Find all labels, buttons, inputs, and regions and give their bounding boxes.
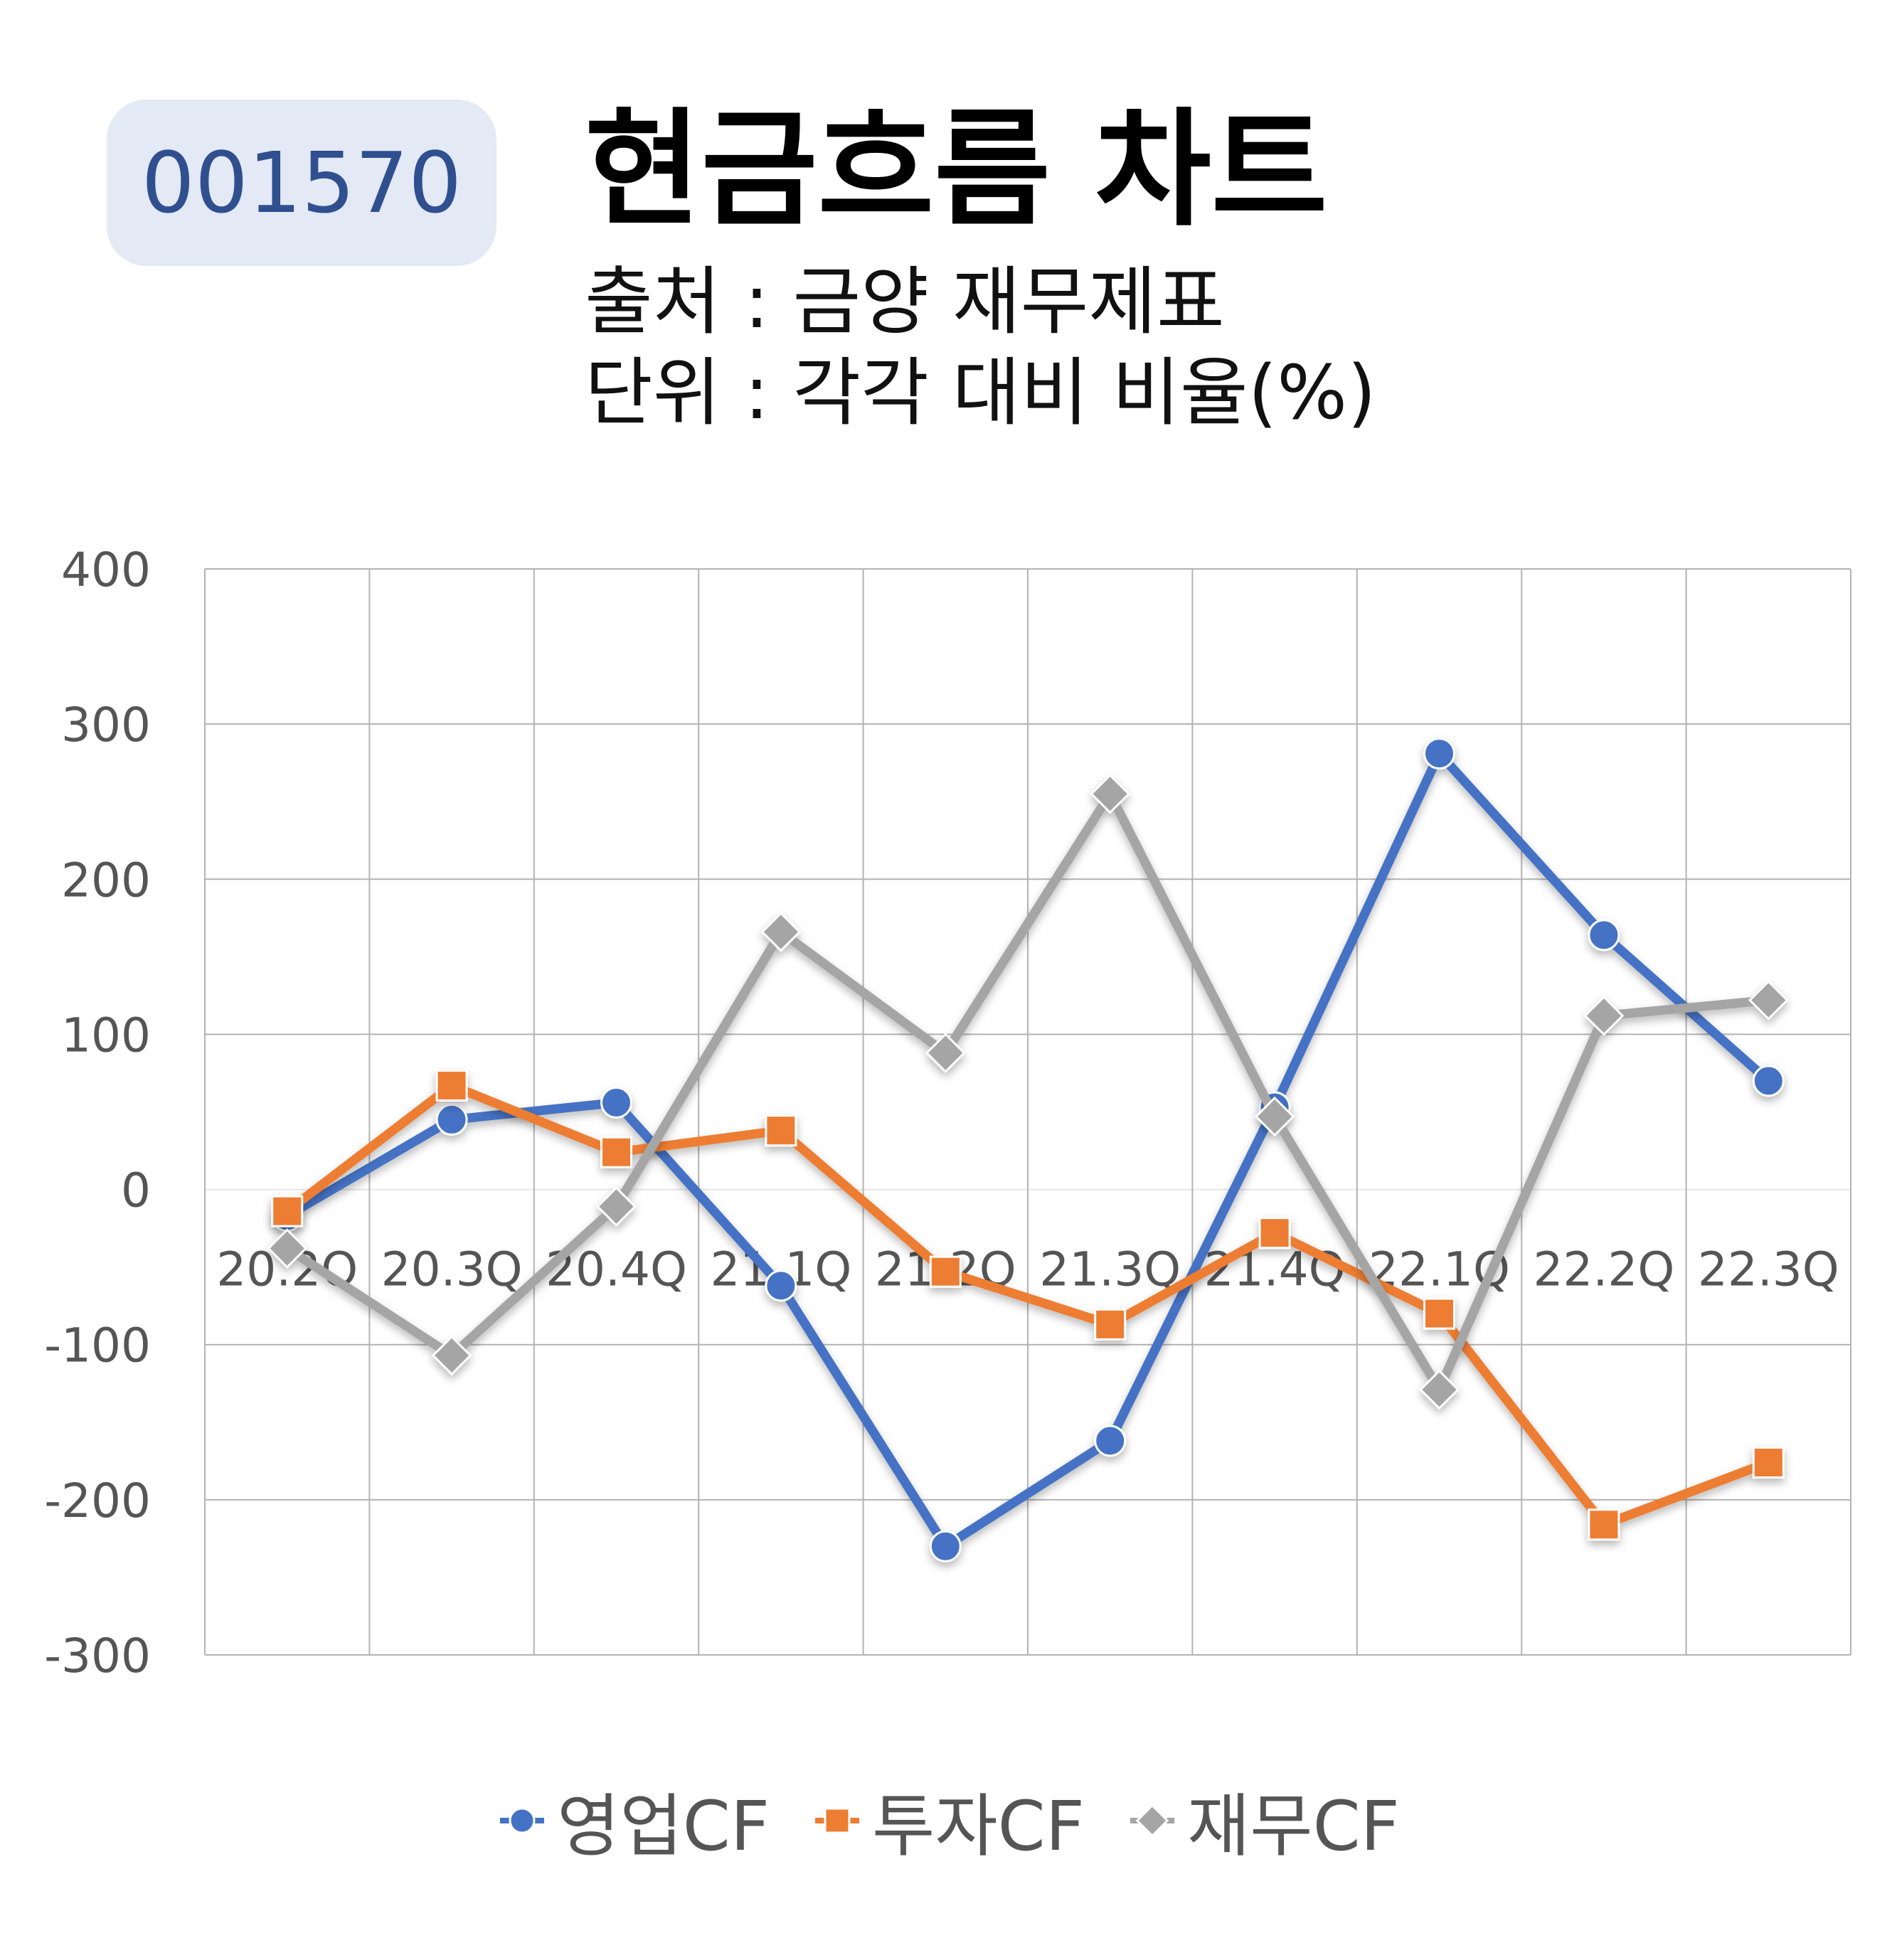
x-tick-label: 22.3Q [1698, 1242, 1839, 1297]
legend-item: 영업CF [497, 1771, 770, 1870]
stock-code-badge: 001570 [107, 100, 496, 266]
legend-marker-shape [1135, 1804, 1169, 1837]
y-axis-ticks: 400 300 200 100 0 -100 -200 -300 [44, 543, 151, 1683]
data-point [1423, 1297, 1455, 1330]
data-point [929, 1530, 962, 1562]
series-line [282, 789, 1773, 1395]
unit-line: 단위 : 각각 대비 비율(%) [585, 349, 1376, 436]
y-tick-label: -300 [44, 1629, 151, 1683]
data-point [1258, 1217, 1291, 1250]
y-tick-label: -200 [44, 1474, 151, 1528]
legend-item: 투자CF [812, 1771, 1085, 1870]
y-tick-label: -100 [44, 1319, 151, 1373]
data-point [1748, 980, 1789, 1021]
chart-series [267, 737, 1789, 1562]
data-point [1090, 773, 1131, 814]
data-point [760, 912, 802, 952]
y-tick-label: 400 [61, 543, 151, 597]
data-point [1752, 1447, 1785, 1479]
chart-grid [204, 568, 1851, 1656]
circle-marker-icon [500, 1807, 545, 1833]
data-point [765, 1114, 797, 1147]
data-point [600, 1086, 632, 1119]
data-point [435, 1069, 468, 1102]
data-point [1094, 1308, 1127, 1341]
legend-label: 영업CF [557, 1786, 770, 1866]
data-point [1752, 1065, 1785, 1097]
y-tick-label: 100 [61, 1008, 151, 1062]
legend-marker-shape [824, 1807, 851, 1833]
legend-item: 재무CF [1127, 1771, 1400, 1870]
stock-code: 001570 [141, 134, 462, 232]
data-point [267, 1228, 308, 1269]
series-2 [271, 1069, 1785, 1541]
x-tick-label: 22.2Q [1533, 1242, 1674, 1297]
y-tick-label: 0 [121, 1163, 151, 1218]
data-point [929, 1255, 962, 1288]
data-point [1583, 995, 1625, 1036]
data-point [431, 1335, 472, 1376]
series-line [282, 749, 1773, 1551]
data-point [1254, 1096, 1295, 1137]
data-point [600, 1136, 632, 1168]
y-tick-label: 300 [61, 698, 151, 752]
series-line [282, 1080, 1773, 1530]
chart-legend: 영업CF 투자CF 재무CF [0, 1771, 1897, 1870]
x-tick-label: 21.3Q [1039, 1242, 1181, 1297]
diamond-marker-icon [1130, 1804, 1174, 1837]
data-point [1588, 919, 1620, 952]
data-point [1419, 1369, 1460, 1410]
data-point [1423, 737, 1455, 770]
data-point [925, 1033, 966, 1073]
series-3 [267, 773, 1789, 1410]
source-line: 출처 : 금양 재무제표 [585, 258, 1225, 345]
data-point [596, 1186, 637, 1227]
legend-label: 재무CF [1186, 1786, 1400, 1866]
data-point [435, 1103, 468, 1136]
data-point [271, 1195, 304, 1227]
y-tick-label: 200 [61, 853, 151, 907]
x-tick-label: 20.3Q [381, 1242, 523, 1297]
x-tick-label: 21.4Q [1204, 1242, 1346, 1297]
data-point [765, 1269, 797, 1302]
legend-label: 투자CF [872, 1786, 1085, 1866]
square-marker-icon [815, 1807, 860, 1833]
data-point [1094, 1424, 1127, 1457]
data-point [1588, 1508, 1620, 1541]
legend-marker-shape [509, 1807, 536, 1833]
page-title: 현금흐름 차트 [585, 96, 1328, 243]
